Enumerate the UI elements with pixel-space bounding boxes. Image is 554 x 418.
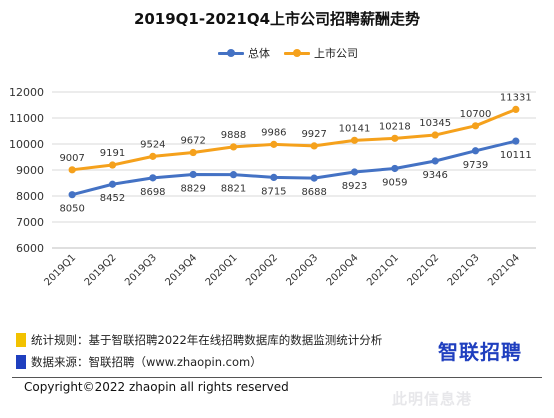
data-point [189, 148, 197, 157]
x-tick-label: 2021Q1 [365, 252, 401, 288]
data-point [108, 180, 117, 188]
x-tick-label: 2019Q1 [42, 252, 78, 288]
data-label: 9524 [140, 139, 165, 150]
note-rule-text: 统计规则：基于智联招聘2022年在线招聘数据库的数据监测统计分析 [31, 333, 383, 347]
data-label: 11331 [500, 92, 532, 103]
watermark: 此明信息港 [392, 390, 473, 408]
data-point [270, 140, 278, 148]
copyright-text: Copyright©2022 zhaopin all rights reserv… [24, 380, 289, 394]
data-point [229, 143, 238, 151]
y-tick-label: 11000 [9, 112, 44, 125]
data-label: 8923 [342, 181, 367, 192]
note-source-text: 数据来源：智联招聘（www.zhaopin.com） [31, 355, 262, 369]
legend-item-listed: 上市公司 [284, 45, 358, 61]
legend-label-overall: 总体 [248, 47, 270, 60]
legend-swatch-listed [284, 47, 310, 59]
data-point [68, 166, 76, 174]
note-source: 数据来源：智联招聘（www.zhaopin.com） [16, 351, 382, 373]
note-rule: 统计规则：基于智联招聘2022年在线招聘数据库的数据监测统计分析 [16, 329, 382, 351]
chart-title: 2019Q1-2021Q4上市公司招聘薪酬走势 [133, 10, 421, 28]
y-tick-label: 9000 [16, 164, 44, 177]
data-point [149, 174, 157, 182]
data-label: 9927 [301, 129, 326, 140]
data-point [149, 152, 157, 160]
note-source-marker [16, 355, 26, 369]
data-point [431, 157, 439, 165]
y-tick-label: 12000 [9, 86, 44, 99]
x-tick-label: 2021Q3 [446, 252, 482, 288]
legend-label-listed: 上市公司 [314, 47, 358, 60]
data-label: 10111 [500, 150, 532, 161]
data-point [310, 174, 318, 182]
data-point [108, 161, 117, 169]
data-label: 9059 [382, 177, 407, 188]
data-label: 9346 [422, 170, 447, 181]
legend-item-overall: 总体 [218, 45, 270, 61]
x-tick-label: 2021Q2 [405, 252, 441, 288]
legend: 总体 上市公司 [218, 45, 372, 61]
data-label: 9986 [261, 127, 286, 138]
data-point [512, 105, 520, 113]
data-label: 9191 [100, 148, 125, 159]
data-point [229, 171, 238, 179]
data-point [431, 131, 439, 139]
data-label: 8452 [100, 193, 125, 204]
x-tick-label: 2019Q4 [163, 252, 199, 288]
data-label: 8821 [221, 184, 246, 195]
data-label: 10218 [379, 121, 411, 132]
y-tick-label: 8000 [16, 190, 44, 203]
y-tick-label: 6000 [16, 242, 44, 255]
data-point [391, 164, 399, 173]
x-tick-label: 2021Q4 [486, 252, 522, 288]
note-rule-marker [16, 333, 26, 347]
series-line-0 [70, 139, 518, 197]
data-label: 8688 [301, 187, 326, 198]
data-point [270, 173, 278, 182]
data-label: 8698 [140, 187, 165, 198]
data-label: 8715 [261, 186, 286, 197]
data-point [512, 137, 520, 145]
footer-divider [12, 377, 542, 378]
data-point [471, 122, 480, 130]
data-point [350, 136, 359, 144]
data-label: 9888 [221, 130, 246, 141]
data-point [189, 170, 197, 179]
data-point [391, 134, 399, 142]
x-tick-label: 2020Q3 [284, 252, 320, 288]
data-point [310, 142, 318, 150]
x-tick-label: 2020Q2 [244, 252, 280, 288]
data-label: 9007 [59, 153, 84, 164]
x-tick-label: 2019Q2 [83, 252, 119, 288]
data-label: 9739 [463, 160, 488, 171]
x-tick-label: 2020Q1 [204, 252, 240, 288]
data-label: 8050 [59, 204, 84, 215]
data-label: 8829 [180, 183, 205, 194]
data-label: 10700 [460, 109, 492, 120]
legend-swatch-overall [218, 47, 244, 59]
x-tick-label: 2020Q4 [325, 252, 361, 288]
data-label: 10141 [339, 123, 371, 134]
y-tick-label: 7000 [16, 216, 44, 229]
zhaopin-logo: 智联招聘 [438, 340, 522, 364]
data-point [350, 168, 359, 176]
data-label: 9672 [180, 136, 205, 147]
notes: 统计规则：基于智联招聘2022年在线招聘数据库的数据监测统计分析 数据来源：智联… [16, 329, 382, 373]
x-tick-label: 2019Q3 [123, 252, 159, 288]
data-point [471, 147, 480, 155]
data-point [68, 191, 76, 199]
series-line-1 [70, 107, 518, 172]
y-tick-label: 10000 [9, 138, 44, 151]
data-label: 10345 [419, 118, 451, 129]
